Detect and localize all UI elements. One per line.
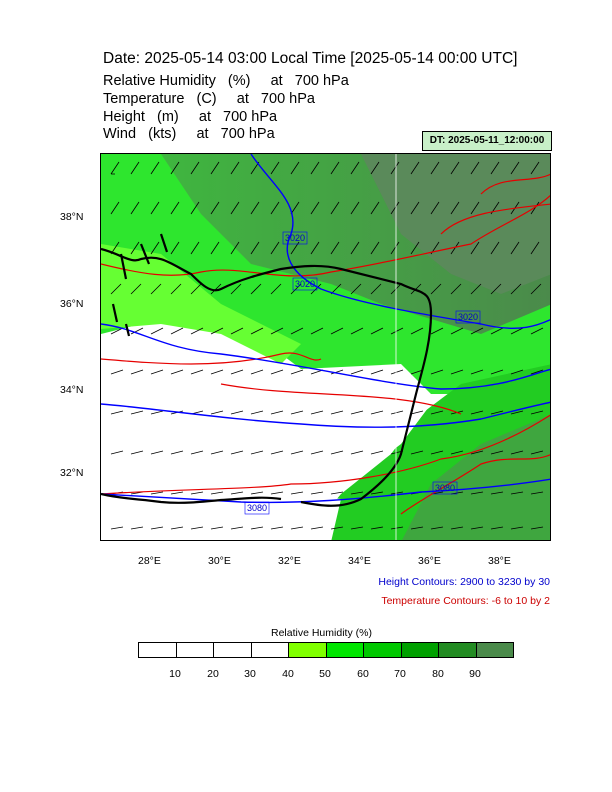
variable-line-height: Height (m) at 700 hPa — [103, 109, 278, 125]
lat-label-32: 32°N — [60, 467, 84, 479]
colorbar-cell — [289, 643, 327, 657]
colorbar-cell — [176, 643, 214, 657]
height-label-2: 3020 — [295, 279, 315, 289]
height-label-3: 3020 — [458, 312, 478, 322]
colorbar-label: 20 — [207, 668, 219, 680]
colorbar — [138, 642, 514, 658]
height-contour-legend: Height Contours: 2900 to 3230 by 30 — [378, 576, 550, 588]
lon-label-38: 38°E — [488, 555, 511, 567]
dt-label-box: DT: 2025-05-11_12:00:00 — [422, 131, 552, 151]
rh-band-80-southeast — [402, 414, 550, 540]
variable-line-rh: Relative Humidity (%) at 700 hPa — [103, 73, 349, 89]
temperature-contour-legend: Temperature Contours: -6 to 10 by 2 — [381, 595, 550, 607]
colorbar-label: 40 — [282, 668, 294, 680]
lon-label-28: 28°E — [138, 555, 161, 567]
lon-label-36: 36°E — [418, 555, 441, 567]
colorbar-cell — [439, 643, 477, 657]
colorbar-cell — [364, 643, 402, 657]
colorbar-label: 60 — [357, 668, 369, 680]
height-label-4: 3080 — [247, 503, 267, 513]
height-label-1: 3020 — [285, 233, 305, 243]
lat-label-36: 36°N — [60, 298, 84, 310]
rh-dry-band — [101, 344, 431, 494]
lon-label-34: 34°E — [348, 555, 371, 567]
colorbar-cell — [326, 643, 364, 657]
coastline — [101, 233, 433, 507]
colorbar-cell — [214, 643, 252, 657]
colorbar-label: 10 — [169, 668, 181, 680]
variable-line-temperature: Temperature (C) at 700 hPa — [103, 91, 315, 107]
colorbar-cell — [139, 643, 177, 657]
height-contours — [101, 154, 550, 504]
colorbar-label: 30 — [244, 668, 256, 680]
colorbar-cell — [401, 643, 439, 657]
colorbar-title: Relative Humidity (%) — [271, 627, 372, 639]
colorbar-cell — [476, 643, 513, 657]
colorbar-cell — [251, 643, 289, 657]
height-label-5: 3080 — [435, 483, 455, 493]
lon-label-32: 32°E — [278, 555, 301, 567]
lon-label-30: 30°E — [208, 555, 231, 567]
colorbar-label: 90 — [469, 668, 481, 680]
colorbar-label: 80 — [432, 668, 444, 680]
colorbar-label: 50 — [319, 668, 331, 680]
map-frame: 3020 3020 3020 3080 3080 — [100, 153, 551, 541]
map-title: Date: 2025-05-14 03:00 Local Time [2025-… — [103, 50, 518, 67]
variable-line-wind: Wind (kts) at 700 hPa — [103, 126, 275, 142]
temperature-contours — [101, 173, 550, 515]
lat-label-38: 38°N — [60, 211, 84, 223]
colorbar-label: 70 — [394, 668, 406, 680]
rh-dry-south — [101, 494, 341, 540]
lat-label-34: 34°N — [60, 384, 84, 396]
map-svg: 3020 3020 3020 3080 3080 — [101, 154, 550, 540]
